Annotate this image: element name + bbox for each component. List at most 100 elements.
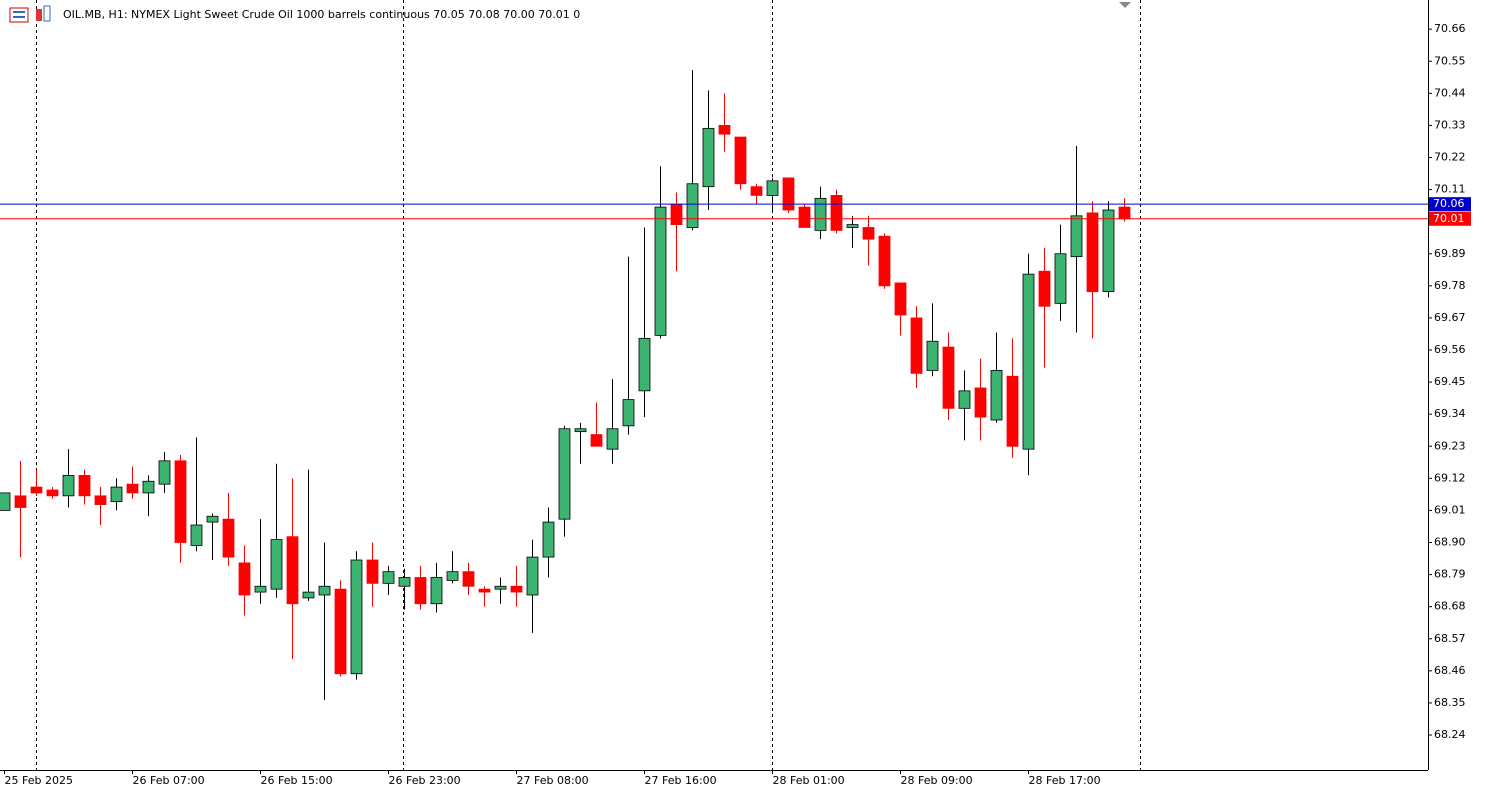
icon (36, 9, 42, 21)
x-tick-label: 27 Feb 16:00 (645, 774, 717, 787)
candle-body (558, 428, 571, 520)
y-tick-label: 69.45 (1434, 375, 1466, 388)
candle-body (462, 571, 475, 587)
price-label-bg (1429, 197, 1471, 212)
candle-body (814, 197, 827, 231)
candle-body (782, 177, 795, 211)
y-tick-label: 68.79 (1434, 568, 1466, 581)
candle-body (238, 562, 251, 596)
candle-body (654, 206, 667, 336)
price-label-bg (1429, 211, 1471, 226)
y-tick-label: 68.57 (1434, 632, 1466, 645)
candle-body (670, 203, 683, 225)
shift-marker (1119, 2, 1131, 8)
icon (13, 16, 25, 18)
y-tick-label: 69.56 (1434, 343, 1466, 356)
y-tick-label: 69.12 (1434, 471, 1466, 484)
x-tick-label: 26 Feb 15:00 (261, 774, 333, 787)
y-tick-label: 70.66 (1434, 22, 1466, 35)
candle-body (334, 588, 347, 675)
y-tick-label: 69.34 (1434, 407, 1466, 420)
icon (9, 7, 29, 23)
x-tick-label: 26 Feb 23:00 (389, 774, 461, 787)
candle-body (190, 524, 203, 546)
x-tick-label: 26 Feb 07:00 (133, 774, 205, 787)
period-separators (36, 0, 1141, 770)
candle-body (638, 337, 651, 392)
candle-body (206, 515, 219, 523)
x-tick-label: 28 Feb 09:00 (901, 774, 973, 787)
candle-body (878, 235, 891, 287)
candle-body (270, 539, 283, 590)
candle-body (750, 186, 763, 196)
y-tick-label: 68.24 (1434, 728, 1466, 741)
candle-body (142, 480, 155, 494)
candle-body (990, 370, 1003, 421)
candle-body (174, 460, 187, 543)
candle-body (478, 588, 491, 593)
candle-body (62, 475, 75, 497)
candle-body (926, 340, 939, 371)
candle-body (302, 591, 315, 599)
candle-body (846, 224, 859, 228)
candle-body (1006, 375, 1019, 447)
candle-body (510, 585, 523, 593)
candle-body (910, 317, 923, 374)
x-tick-label: 28 Feb 17:00 (1029, 774, 1101, 787)
x-tick-label: 27 Feb 08:00 (517, 774, 589, 787)
toolbar-icons (9, 5, 51, 23)
candle-body (350, 559, 363, 675)
candle-body (1022, 273, 1035, 450)
candle-body (1038, 270, 1051, 307)
candle-body (702, 127, 715, 188)
candle-body (494, 585, 507, 590)
price-label: 70.01 (1433, 212, 1465, 225)
y-tick-label: 69.01 (1434, 503, 1466, 516)
candle-body (734, 136, 747, 185)
candle-body (942, 346, 955, 409)
y-tick-label: 68.90 (1434, 536, 1466, 549)
candle-body (686, 183, 699, 228)
candle-body (46, 489, 59, 497)
candle-body (414, 577, 427, 605)
candle-body (542, 521, 555, 558)
y-tick-label: 70.55 (1434, 54, 1466, 67)
y-tick-label: 70.44 (1434, 86, 1466, 99)
price-label: 70.06 (1433, 197, 1465, 210)
candle-body (254, 585, 267, 593)
y-tick-label: 68.68 (1434, 600, 1466, 613)
candle-body (958, 390, 971, 409)
candle-body (622, 399, 635, 427)
chart-title: OIL.MB, H1: NYMEX Light Sweet Crude Oil … (63, 8, 580, 21)
candle-body (110, 486, 123, 503)
candle-body (766, 180, 779, 196)
candle-body (606, 428, 619, 450)
candle-body (318, 585, 331, 596)
candle-body (1086, 212, 1099, 293)
candle-body (574, 428, 587, 433)
x-tick-label: 28 Feb 01:00 (773, 774, 845, 787)
candle-body (366, 559, 379, 584)
candle-body (1070, 215, 1083, 258)
y-tick-label: 68.35 (1434, 696, 1466, 709)
candle-body (446, 571, 459, 581)
candle-body (14, 495, 27, 508)
candle-body (798, 206, 811, 228)
candle-body (974, 387, 987, 418)
y-tick-label: 70.22 (1434, 151, 1466, 164)
candle-body (158, 460, 171, 485)
candle-body (862, 227, 875, 240)
candle-body (718, 125, 731, 135)
y-tick-label: 70.33 (1434, 118, 1466, 131)
y-tick-label: 69.89 (1434, 247, 1466, 260)
candle-body (526, 556, 539, 596)
candle-body (382, 571, 395, 584)
icon (13, 11, 25, 13)
candle-body (286, 536, 299, 605)
candle-body (30, 486, 43, 494)
plot (0, 70, 1131, 700)
candle-body (126, 483, 139, 494)
candle-body (1118, 206, 1131, 220)
candle-body (1102, 209, 1115, 293)
